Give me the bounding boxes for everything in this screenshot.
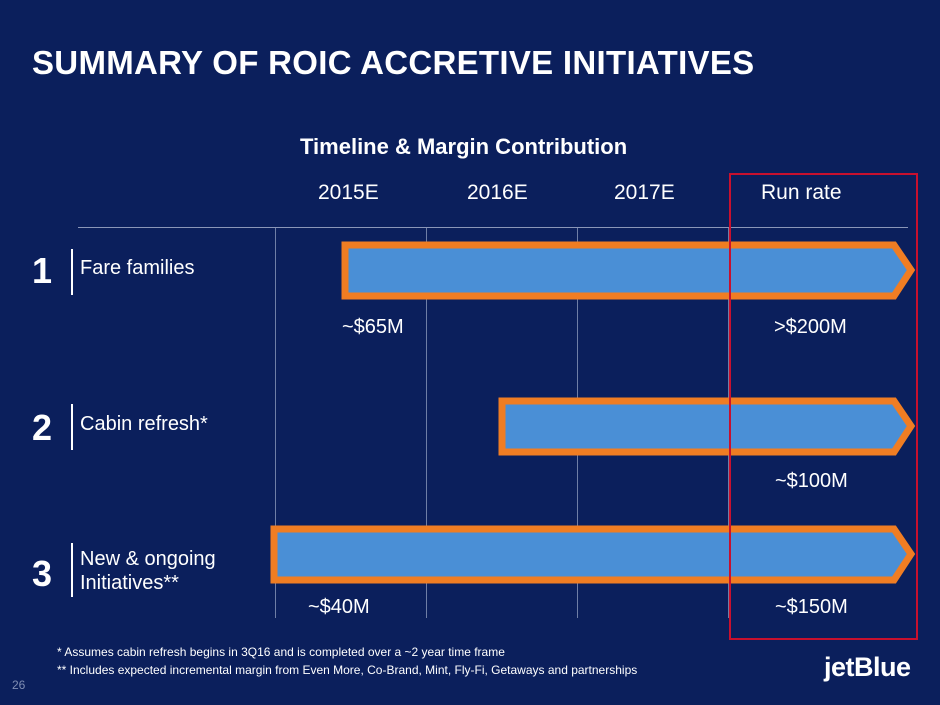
run-rate-highlight-box [729, 173, 918, 640]
timeline-bar-cabin-refresh [498, 397, 916, 456]
initiative-number-1: 1 [32, 250, 53, 291]
timeline-bar-fare-families [341, 241, 916, 300]
page-number: 26 [12, 678, 26, 692]
value-new-initiatives-2015: ~$40M [308, 596, 370, 618]
column-header-run-rate: Run rate [761, 181, 842, 204]
value-fare-families-run-rate: >$200M [774, 316, 847, 338]
initiative-number-2: 2 [32, 407, 53, 448]
initiative-label-fare-families: Fare families [80, 257, 195, 279]
footnote-initiatives: ** Includes expected incremental margin … [57, 663, 638, 677]
slide-title: SUMMARY OF ROIC ACCRETIVE INITIATIVES [32, 44, 755, 81]
initiative-divider [71, 249, 73, 295]
column-header-2016e: 2016E [467, 181, 528, 204]
column-gridline [426, 228, 427, 618]
column-gridline [275, 228, 276, 618]
initiative-divider [71, 543, 73, 597]
footnote-cabin-refresh: * Assumes cabin refresh begins in 3Q16 a… [57, 645, 505, 659]
initiative-divider [71, 404, 73, 450]
timeline-bar-new-initiatives [270, 525, 916, 584]
chart-subtitle: Timeline & Margin Contribution [300, 134, 628, 159]
initiative-label-cabin-refresh: Cabin refresh* [80, 413, 208, 435]
value-fare-families-2015: ~$65M [342, 316, 404, 338]
initiative-label-new-initiatives-line2: Initiatives** [80, 572, 179, 594]
initiative-number-3: 3 [32, 553, 53, 594]
jetblue-logo: jetBlue [824, 652, 911, 682]
column-header-2015e: 2015E [318, 181, 379, 204]
header-divider [78, 227, 908, 228]
value-cabin-refresh-run-rate: ~$100M [775, 470, 848, 492]
initiative-label-new-initiatives-line1: New & ongoing [80, 548, 216, 570]
column-header-2017e: 2017E [614, 181, 675, 204]
value-new-initiatives-run-rate: ~$150M [775, 596, 848, 618]
